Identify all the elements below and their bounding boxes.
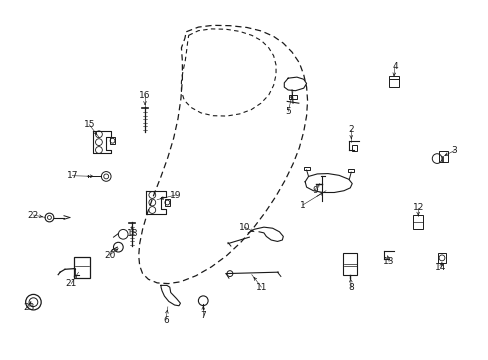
Text: 6: 6 [163, 315, 168, 324]
Text: 23: 23 [23, 303, 34, 312]
Text: 15: 15 [83, 120, 95, 129]
Bar [437, 252, 445, 263]
Text: 14: 14 [434, 263, 446, 272]
Text: 19: 19 [169, 190, 181, 199]
Text: 9: 9 [311, 185, 317, 194]
Text: 22: 22 [28, 211, 39, 220]
Bar [438, 152, 447, 162]
Text: 10: 10 [238, 222, 250, 231]
Text: 8: 8 [347, 283, 353, 292]
Bar [388, 76, 399, 87]
Text: 4: 4 [391, 62, 397, 71]
Text: 5: 5 [285, 107, 290, 116]
Text: 3: 3 [450, 146, 456, 155]
Text: 7: 7 [200, 311, 206, 320]
Text: 12: 12 [412, 203, 423, 212]
Bar [347, 169, 353, 172]
Text: 11: 11 [255, 283, 266, 292]
Bar [351, 145, 356, 151]
Text: 17: 17 [66, 171, 78, 180]
Bar [412, 215, 422, 229]
Bar [343, 253, 356, 275]
Text: 20: 20 [104, 251, 115, 260]
Bar [74, 257, 89, 278]
Text: 13: 13 [383, 257, 394, 266]
Text: 16: 16 [139, 91, 150, 100]
Text: 2: 2 [348, 126, 353, 135]
Text: 1: 1 [299, 201, 305, 210]
Bar [288, 95, 297, 99]
Text: 21: 21 [65, 279, 77, 288]
Bar [164, 199, 169, 206]
Bar [110, 137, 115, 144]
Bar [303, 167, 309, 170]
Text: 18: 18 [127, 229, 139, 238]
